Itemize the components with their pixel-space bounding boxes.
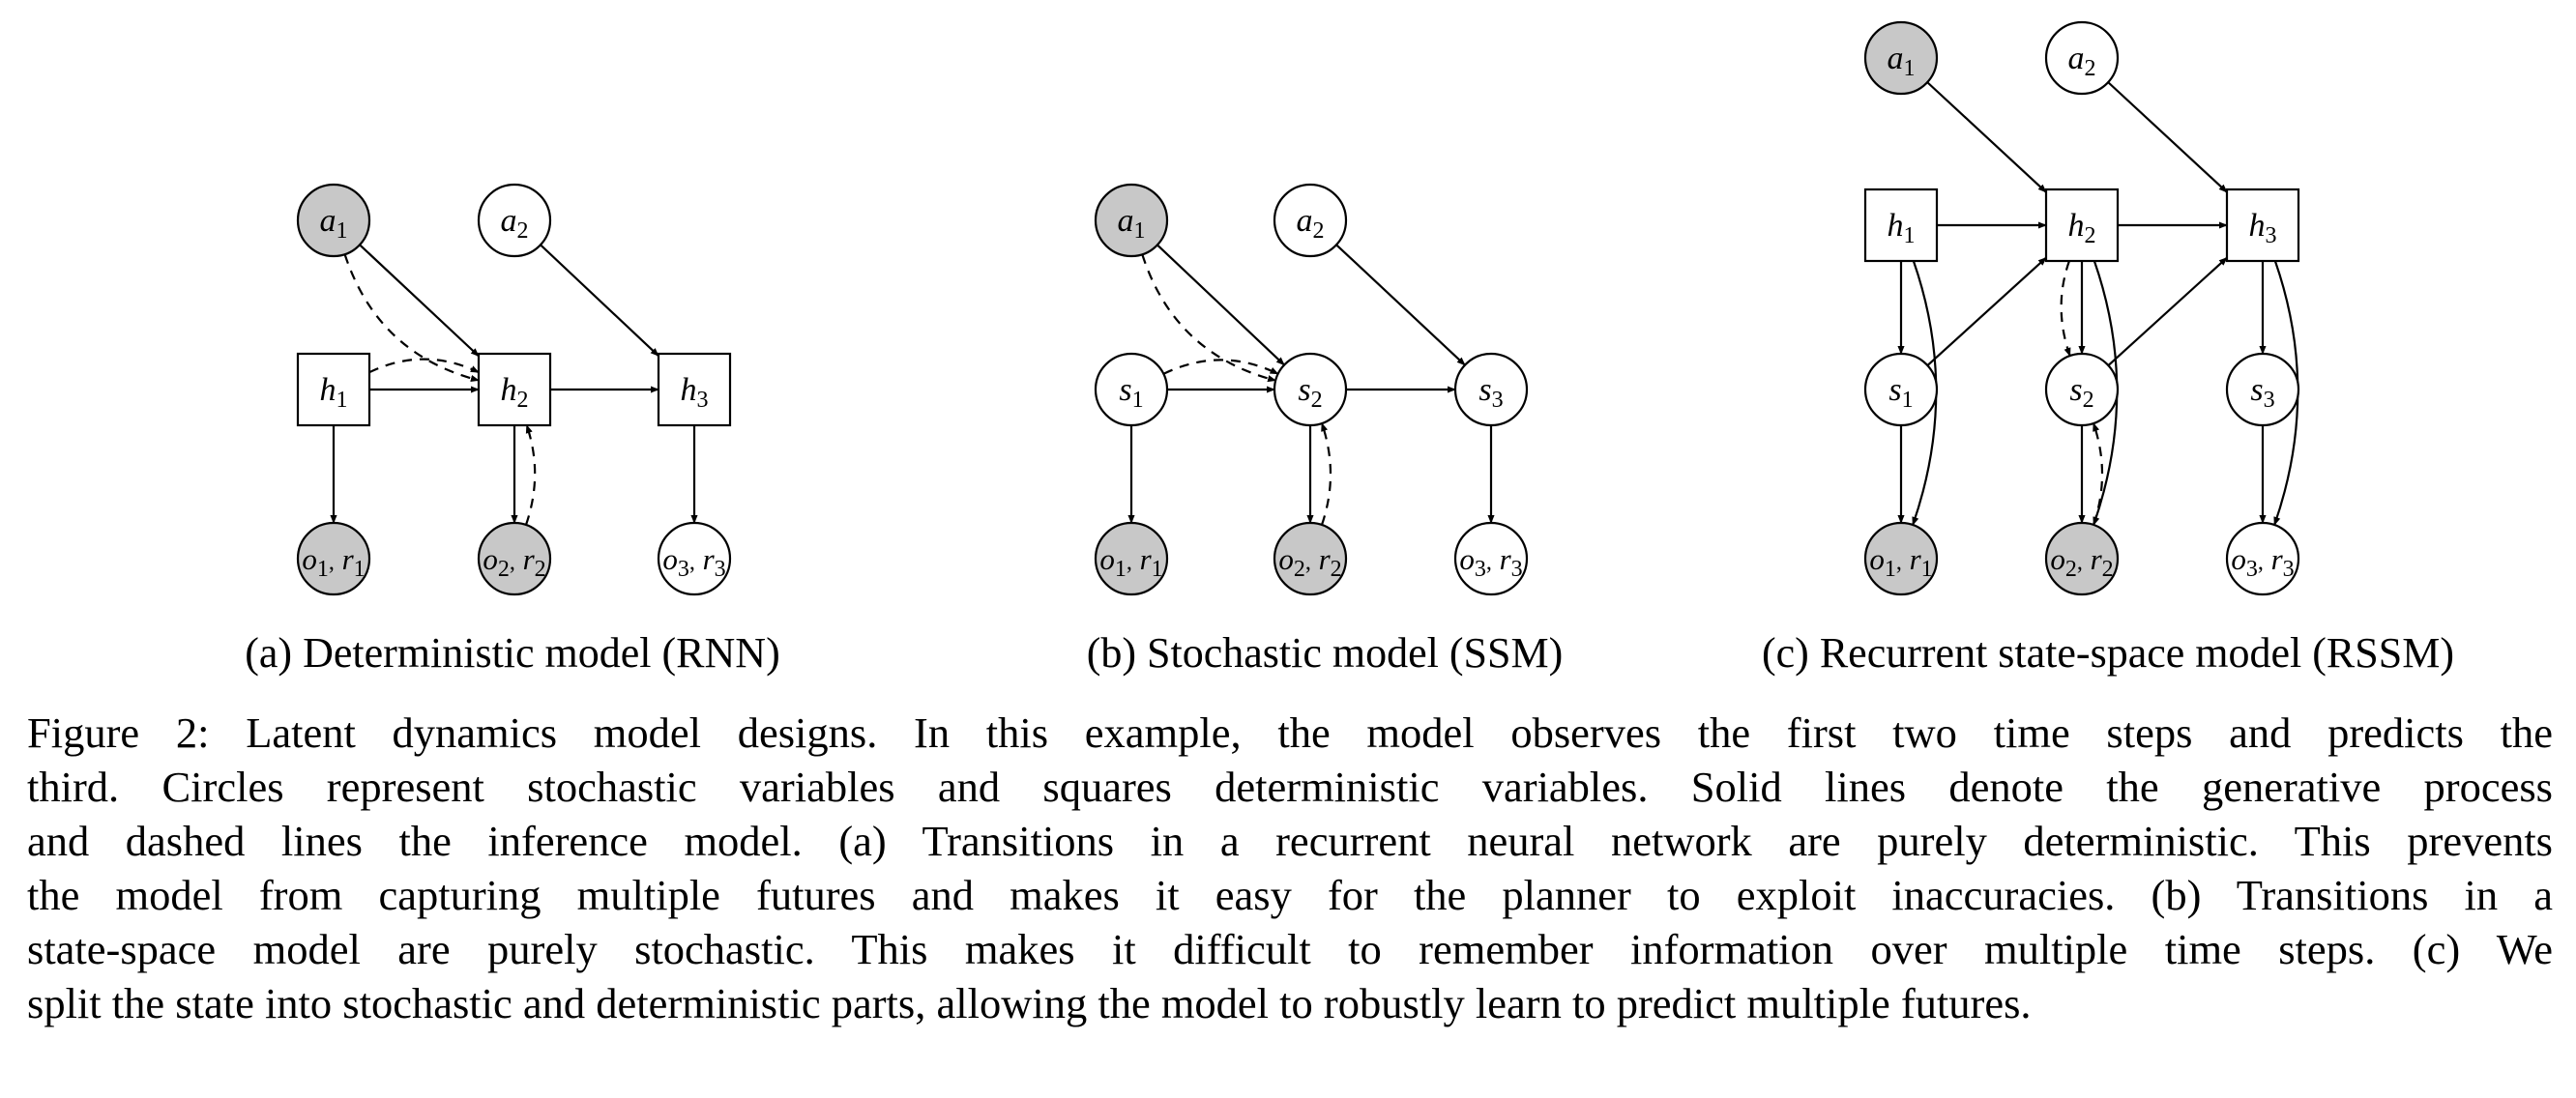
node-a-a2: a2 (477, 183, 552, 258)
panel-a-deterministic-model: a1 a2 h1 h2 h3 o1, r1 o2, r2 o3, r3 (296, 183, 732, 596)
edge-c-or2-to-s2-dashed (2092, 422, 2104, 526)
node-label-c-h2: h2 (2068, 208, 2096, 248)
node-b-or1: o1, r1 (1094, 521, 1169, 596)
node-b-s1: s1 (1094, 352, 1169, 427)
caption-line-2: third. Circles represent stochastic vari… (27, 763, 2553, 811)
node-label-c-s1: s1 (1888, 372, 1913, 413)
node-b-s3: s3 (1453, 352, 1529, 427)
node-label-b-s2: s2 (1298, 372, 1322, 413)
panel-b-stochastic-model: a1 a2 s1 s2 s3 o1, r1 o2, r2 o3, r3 (1094, 183, 1529, 596)
caption-line-3: and dashed lines the inference model. (a… (27, 817, 2553, 865)
edge-a-a2-to-h3-solid (540, 244, 659, 357)
node-label-c-or3: o3, r3 (2231, 542, 2294, 582)
subcaption-a: (a) Deterministic model (RNN) (245, 629, 780, 677)
node-label-a-h2: h2 (501, 372, 529, 413)
node-b-a1: a1 (1094, 183, 1169, 258)
edge-b-s1-to-s2-dashed (1162, 359, 1279, 375)
edge-b-or2-to-s2-dashed (1320, 422, 1332, 526)
node-label-c-a1: a1 (1888, 41, 1916, 81)
node-a-h3: h3 (657, 352, 732, 427)
edge-a-a1-to-h2-solid (359, 244, 480, 358)
caption-line-1: Figure 2: Latent dynamics model designs.… (27, 708, 2553, 757)
node-label-c-s2: s2 (2069, 372, 2093, 413)
node-c-a1: a1 (1863, 20, 1939, 96)
node-label-b-or3: o3, r3 (1459, 542, 1522, 582)
edge-a-h1-to-h2-dashed (368, 358, 480, 374)
edge-b-a1-to-s2-dashed (1141, 253, 1277, 383)
node-label-c-or1: o1, r1 (1869, 542, 1932, 582)
caption-line-4: the model from capturing multiple future… (27, 871, 2553, 919)
node-label-a-or1: o1, r1 (302, 542, 365, 582)
node-c-h1: h1 (1863, 188, 1939, 263)
edge-c-h2-to-s2-dashed (2060, 260, 2071, 357)
edge-a-or2-to-h2-dashed (524, 424, 537, 526)
node-b-a2: a2 (1273, 183, 1348, 258)
node-label-c-h1: h1 (1888, 208, 1916, 248)
edge-b-a2-to-s3-solid (1335, 244, 1466, 366)
node-label-b-s1: s1 (1119, 372, 1143, 413)
figure-2-diagram: a1 a2 h1 h2 h3 o1, r1 o2, r2 o3, r3 a1 a2 s1 s2 s3 o… (296, 20, 2300, 596)
node-label-c-s3: s3 (2250, 372, 2274, 413)
panel-c-recurrent-state-space-model: a1 a2 h1 h2 h3 s1 s2 s3 o1, r1 o2, r2 o3, r3 (1863, 20, 2300, 596)
node-a-or3: o3, r3 (657, 521, 732, 596)
node-b-s2: s2 (1273, 352, 1348, 427)
caption-line-6: split the state into stochastic and dete… (27, 979, 2032, 1027)
node-label-a-a1: a1 (320, 203, 348, 244)
edge-c-s1-to-h2-solid (1926, 256, 2047, 366)
node-label-c-h3: h3 (2249, 208, 2277, 248)
node-a-h2: h2 (477, 352, 552, 427)
edge-c-a1-to-h2-solid (1926, 81, 2047, 193)
node-label-c-or2: o2, r2 (2050, 542, 2113, 582)
node-c-h3: h3 (2225, 188, 2300, 263)
node-c-or2: o2, r2 (2044, 521, 2120, 596)
node-c-s2: s2 (2044, 352, 2120, 427)
node-label-a-or3: o3, r3 (662, 542, 725, 582)
subcaption-b: (b) Stochastic model (SSM) (1086, 629, 1564, 677)
node-a-or2: o2, r2 (477, 521, 552, 596)
subcaption-c: (c) Recurrent state-space model (RSSM) (1762, 629, 2454, 677)
edge-c-s2-to-h3-solid (2107, 256, 2228, 366)
node-label-b-or1: o1, r1 (1099, 542, 1162, 582)
node-label-b-a1: a1 (1118, 203, 1146, 244)
node-b-or3: o3, r3 (1453, 521, 1529, 596)
edge-a-a1-to-h2-dashed (343, 253, 480, 382)
figure-caption: Figure 2: Latent dynamics model designs.… (27, 706, 2553, 1030)
node-label-b-or2: o2, r2 (1278, 542, 1341, 582)
node-label-a-h3: h3 (681, 372, 709, 413)
node-a-a1: a1 (296, 183, 371, 258)
node-label-a-a2: a2 (501, 203, 529, 244)
caption-line-5: state-space model are purely stochastic.… (27, 925, 2553, 973)
node-c-a2: a2 (2044, 20, 2120, 96)
node-c-or3: o3, r3 (2225, 521, 2300, 596)
edge-c-a2-to-h3-solid (2107, 81, 2228, 193)
edge-b-a1-to-s2-solid (1156, 244, 1285, 366)
node-a-or1: o1, r1 (296, 521, 371, 596)
node-label-b-a2: a2 (1297, 203, 1325, 244)
node-c-h2: h2 (2044, 188, 2120, 263)
node-label-a-or2: o2, r2 (483, 542, 545, 582)
node-a-h1: h1 (296, 352, 371, 427)
node-c-s3: s3 (2225, 352, 2300, 427)
node-label-c-a2: a2 (2068, 41, 2096, 81)
node-label-a-h1: h1 (320, 372, 348, 413)
node-b-or2: o2, r2 (1273, 521, 1348, 596)
node-c-or1: o1, r1 (1863, 521, 1939, 596)
node-label-b-s3: s3 (1478, 372, 1503, 413)
node-c-s1: s1 (1863, 352, 1939, 427)
